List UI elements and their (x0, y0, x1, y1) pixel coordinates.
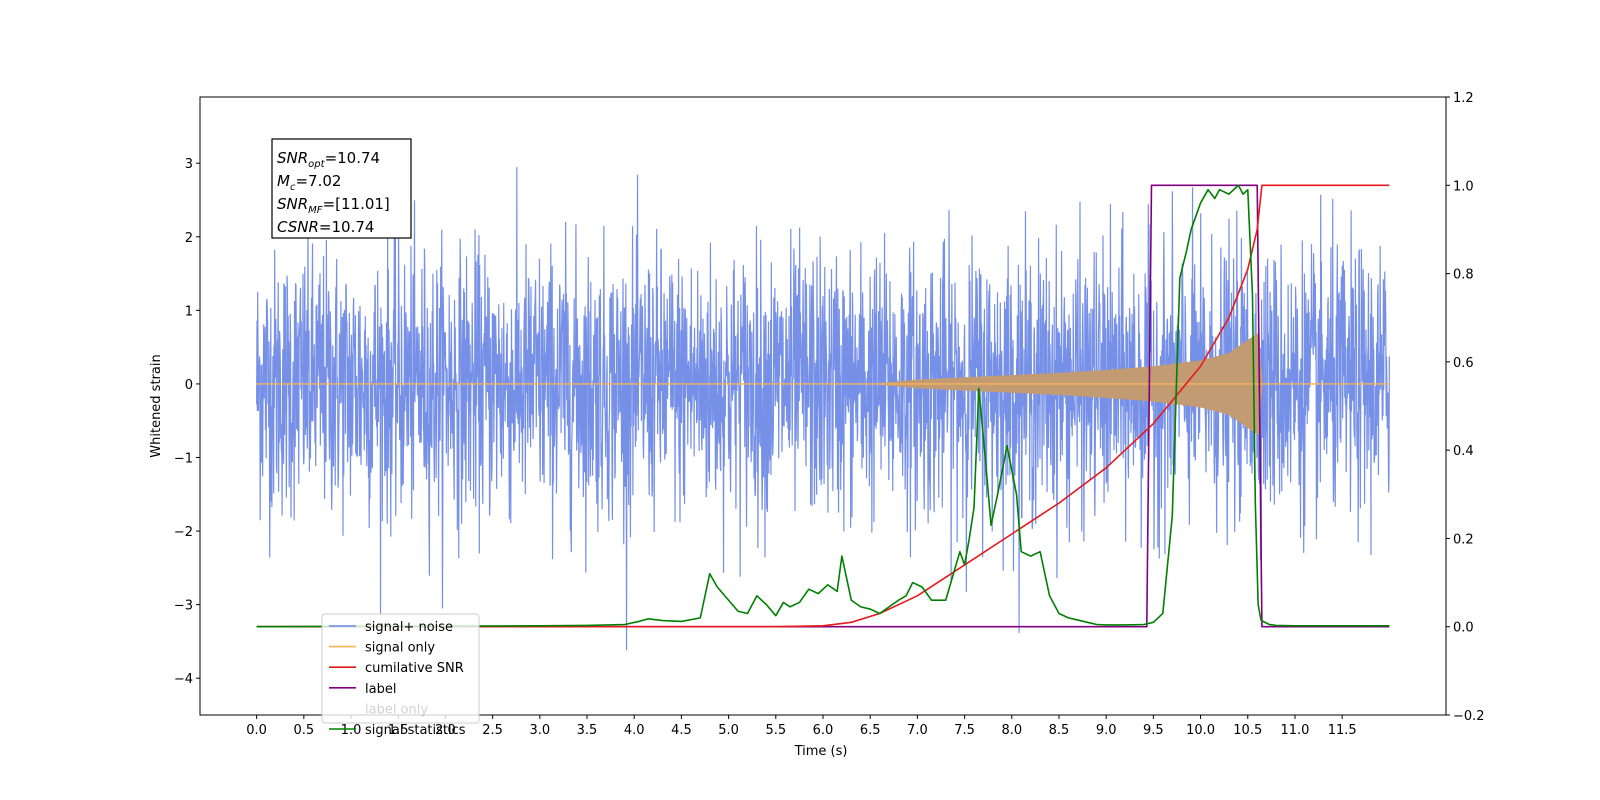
x-axis-label: Time (s) (794, 744, 848, 759)
series-signal-noise-line (256, 167, 1390, 651)
x-tick-label: 6.5 (860, 723, 881, 738)
y2-tick-label: 1.2 (1453, 91, 1474, 106)
legend-entry: signal+ noise (365, 620, 453, 635)
y2-tick-label: −0.2 (1453, 709, 1485, 724)
y2-tick-label: 1.0 (1453, 179, 1474, 194)
series-signal-statistics-line (256, 184, 1390, 628)
y-tick-label: −2 (174, 525, 193, 540)
x-tick-label: 11.5 (1328, 723, 1357, 738)
x-tick-label: 8.0 (1001, 723, 1022, 738)
annotation-line: CSNR=10.74 (277, 218, 374, 236)
y-tick-label: 1 (185, 304, 193, 319)
y2-tick-label: 0.2 (1453, 532, 1474, 547)
legend-frame (321, 613, 480, 724)
y-tick-label: −3 (174, 599, 193, 614)
y-tick-label: −4 (174, 672, 193, 687)
annotation-frame (271, 138, 412, 239)
x-tick-label: 7.5 (954, 723, 975, 738)
x-tick-label: 4.0 (624, 723, 645, 738)
y2-tick-label: 0.4 (1453, 444, 1474, 459)
x-tick-label: 1.5 (388, 723, 409, 738)
x-tick-label: 5.0 (718, 723, 739, 738)
annotation-line: SNRopt=10.74 (277, 149, 380, 170)
x-tick-label: 10.5 (1233, 723, 1262, 738)
y-axis-label: Whitened strain (149, 354, 164, 457)
x-tick-label: 10.0 (1186, 723, 1215, 738)
x-tick-label: 6.0 (813, 723, 834, 738)
y-tick-label: −1 (174, 452, 193, 467)
x-tick-label: 5.5 (765, 723, 786, 738)
annotation-line: SNRMF=[11.01] (277, 195, 390, 216)
y-tick-label: 0 (185, 378, 193, 393)
y2-tick-label: 0.0 (1453, 621, 1474, 636)
y2-tick-label: 0.8 (1453, 268, 1474, 283)
x-tick-label: 9.5 (1143, 723, 1164, 738)
x-tick-label: 7.0 (907, 723, 928, 738)
legend: signal+ noise signal only cumilative SNR la… (321, 613, 480, 738)
x-tick-label: 11.0 (1280, 723, 1309, 738)
x-tick-label: 9.0 (1096, 723, 1117, 738)
x-tick-label: 8.5 (1049, 723, 1070, 738)
legend-entry: label only (365, 702, 428, 717)
y-tick-label: 3 (185, 157, 193, 172)
plot-area (256, 167, 1390, 651)
x-tick-label: 0.5 (293, 723, 314, 738)
legend-entry: cumilative SNR (365, 661, 464, 676)
y-tick-label: 2 (185, 231, 193, 246)
series-label-line (256, 184, 1390, 628)
x-tick-label: 4.5 (671, 723, 692, 738)
x-tick-label: 3.5 (577, 723, 598, 738)
y2-tick-label: 0.6 (1453, 356, 1474, 371)
legend-entry: signal statistics (365, 723, 466, 738)
x-tick-label: 1.0 (341, 723, 362, 738)
legend-entry: signal only (365, 641, 435, 656)
axis-ticks: 0.0 0.5 1.0 1.5 2.0 2.5 3.0 3.5 4.0 4.5 5.0 5.5 6.0 6… (174, 91, 1485, 738)
x-tick-label: 2.5 (482, 723, 503, 738)
annotation-line: Mc=7.02 (277, 172, 341, 193)
x-tick-label: 2.0 (435, 723, 456, 738)
x-tick-label: 3.0 (529, 723, 550, 738)
legend-entry: label (365, 682, 396, 697)
x-tick-label: 0.0 (246, 723, 267, 738)
